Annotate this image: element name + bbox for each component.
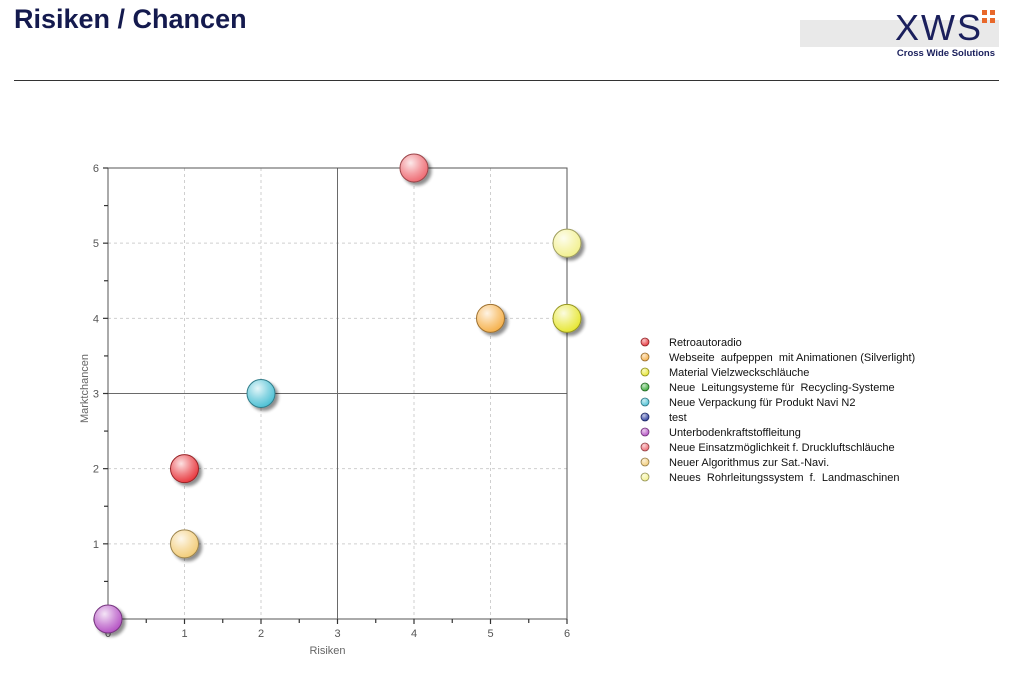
- y-tick-label: 3: [93, 389, 99, 401]
- logo-wordmark: XWS: [894, 7, 983, 48]
- data-point: [399, 153, 429, 183]
- x-tick-label: 2: [258, 628, 264, 640]
- legend-label: Webseite aufpeppen mit Animationen (Silv…: [669, 352, 915, 364]
- page-title: Risiken / Chancen: [14, 4, 247, 34]
- x-tick-label: 1: [181, 628, 187, 640]
- y-axis-label: Marktchancen: [79, 354, 91, 423]
- data-point: [552, 303, 582, 333]
- legend-marker: [640, 337, 650, 347]
- header-divider: [14, 80, 999, 81]
- legend-label: Neue Einsatzmöglichkeit f. Druckluftschl…: [669, 442, 895, 454]
- data-point: [552, 228, 582, 258]
- legend-label: Neues Rohrleitungssystem f. Landmaschine…: [669, 472, 900, 484]
- legend-marker: [640, 412, 650, 422]
- axes: 01234560123456RisikenMarktchancen: [79, 163, 570, 657]
- x-tick-label: 4: [411, 628, 417, 640]
- legend-marker: [640, 427, 650, 437]
- legend-marker: [640, 472, 650, 482]
- legend: Retroautoradio Webseite aufpeppen mit Ani…: [640, 337, 915, 484]
- y-tick-label: 5: [93, 238, 99, 250]
- legend-label: test: [669, 412, 687, 424]
- logo-tagline: Cross Wide Solutions: [896, 48, 995, 59]
- y-tick-label: 6: [93, 163, 99, 175]
- legend-marker: [640, 382, 650, 392]
- legend-marker: [640, 442, 650, 452]
- x-tick-label: 6: [564, 628, 570, 640]
- legend-marker: [640, 367, 650, 377]
- data-point: [476, 303, 505, 333]
- legend-marker: [640, 397, 650, 407]
- legend-label: Material Vielzweckschläuche: [669, 367, 809, 379]
- data-point: [170, 454, 199, 484]
- legend-label: Retroautoradio: [669, 337, 742, 349]
- data-point: [93, 604, 123, 634]
- y-tick-label: 1: [93, 539, 99, 551]
- legend-marker: [640, 352, 650, 362]
- x-tick-label: 5: [487, 628, 493, 640]
- x-axis-label: Risiken: [309, 645, 345, 657]
- y-tick-label: 2: [93, 464, 99, 476]
- logo-band: [800, 20, 999, 47]
- legend-label: Unterbodenkraftstoffleitung: [669, 427, 801, 439]
- logo-dots-icon: [982, 10, 996, 24]
- x-tick-label: 3: [334, 628, 340, 640]
- legend-label: Neue Verpackung für Produkt Navi N2: [669, 397, 856, 409]
- x-tick-label: 0: [105, 628, 111, 640]
- data-points: [93, 153, 582, 634]
- company-logo: XWS Cross Wide Solutions: [800, 7, 999, 62]
- legend-marker: [640, 457, 650, 467]
- data-point: [246, 379, 276, 408]
- legend-label: Neue Leitungsysteme für Recycling-System…: [669, 382, 895, 394]
- legend-label: Neuer Algorithmus zur Sat.-Navi.: [669, 457, 829, 469]
- data-point: [170, 529, 199, 559]
- y-tick-label: 4: [93, 313, 99, 325]
